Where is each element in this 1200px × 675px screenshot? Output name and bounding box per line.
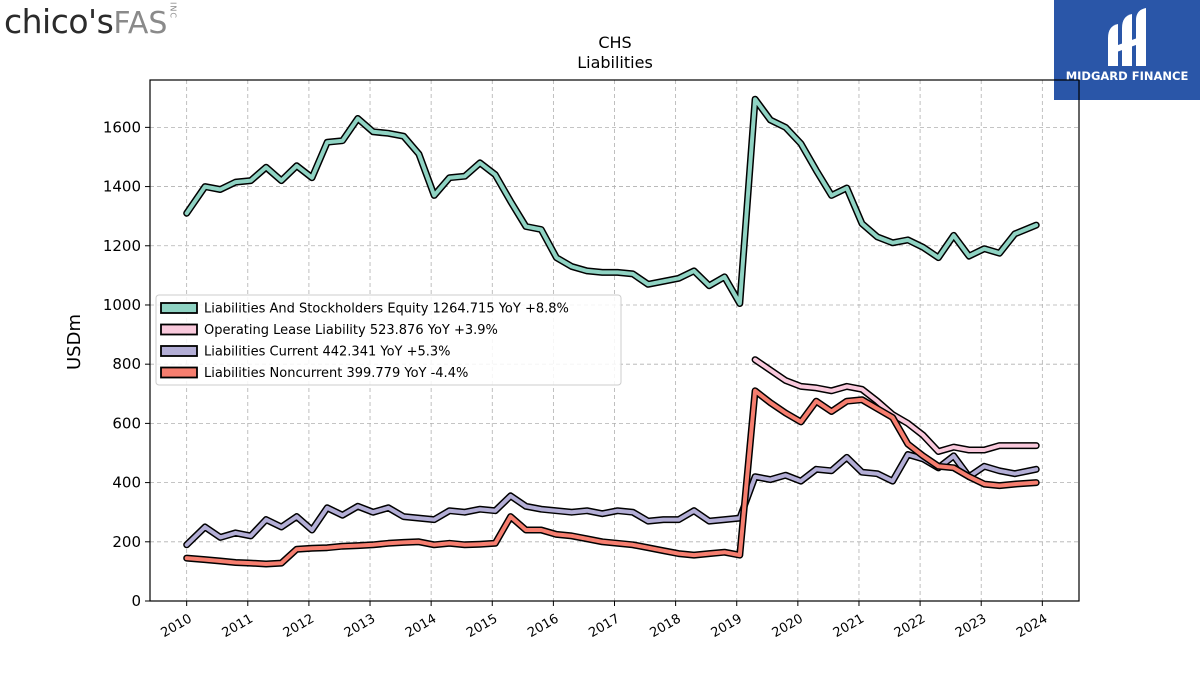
legend-swatch — [160, 345, 198, 357]
x-tick-label: 2010 — [159, 611, 195, 641]
midgard-emblem-icon — [1108, 8, 1146, 66]
logo-inc-text: INC — [168, 2, 178, 19]
midgard-finance-label: MIDGARD FINANCE — [1065, 69, 1189, 83]
legend-swatch — [160, 323, 198, 336]
y-tick-label: 800 — [112, 355, 141, 373]
x-tick-label: 2023 — [953, 611, 989, 641]
legend-label: Operating Lease Liability 523.876 YoY +3… — [204, 323, 498, 338]
x-tick-label: 2018 — [647, 611, 683, 641]
x-tick-label: 2017 — [586, 611, 622, 641]
legend-label: Liabilities Current 442.341 YoY +5.3% — [204, 345, 451, 360]
x-tick-label: 2020 — [770, 611, 806, 641]
x-tick-label: 2014 — [403, 611, 439, 641]
legend-box — [155, 294, 622, 386]
x-tick-label: 2015 — [464, 611, 500, 641]
x-tick-label: 2016 — [525, 611, 561, 641]
logo-main-text: chico's — [4, 2, 114, 41]
y-tick-label: 1000 — [103, 296, 141, 314]
series-lines — [183, 95, 1040, 568]
logo-sub-text: FAS — [113, 6, 168, 41]
y-tick-label: 600 — [112, 414, 141, 432]
x-tick-label: 2024 — [1014, 611, 1050, 641]
chart-subtitle: Liabilities — [577, 53, 653, 72]
series-liabilities-current — [183, 451, 1040, 549]
y-tick-label: 0 — [131, 592, 141, 610]
x-tick-label: 2022 — [892, 611, 928, 641]
x-tick-label: 2012 — [281, 611, 317, 641]
y-tick-label: 1600 — [103, 118, 141, 136]
series-line-outline — [183, 451, 1040, 549]
legend-label: Liabilities And Stockholders Equity 1264… — [204, 302, 569, 317]
series-line-outline — [183, 387, 1040, 568]
y-tick-label: 1400 — [103, 178, 141, 196]
series-line — [184, 97, 1039, 306]
series-line-outline — [751, 356, 1040, 455]
x-tick-label: 2011 — [220, 611, 256, 641]
series-operating-lease-liability — [751, 356, 1040, 455]
series-liabilities-and-stockholders-equity — [183, 95, 1040, 307]
legend-swatch — [160, 302, 198, 314]
chicos-fas-logo: chico'sFASINC — [4, 2, 177, 42]
y-axis-label: USDm — [64, 314, 85, 370]
series-line — [184, 388, 1039, 566]
y-tick-label: 1200 — [103, 237, 141, 255]
chart-title: CHS — [598, 33, 631, 52]
legend: Liabilities And Stockholders Equity 1264… — [155, 294, 622, 386]
legend-label: Liabilities Noncurrent 399.779 YoY -4.4% — [204, 366, 468, 381]
x-tick-label: 2019 — [709, 611, 745, 641]
x-tick-label: 2013 — [342, 611, 378, 641]
series-line — [753, 357, 1039, 454]
series-line — [184, 452, 1039, 547]
x-tick-label: 2021 — [831, 611, 867, 641]
midgard-finance-logo: MIDGARD FINANCE — [1054, 0, 1200, 100]
legend-swatch — [160, 366, 198, 379]
y-tick-label: 400 — [112, 474, 141, 492]
series-liabilities-noncurrent — [183, 387, 1040, 568]
y-tick-label: 200 — [112, 533, 141, 551]
